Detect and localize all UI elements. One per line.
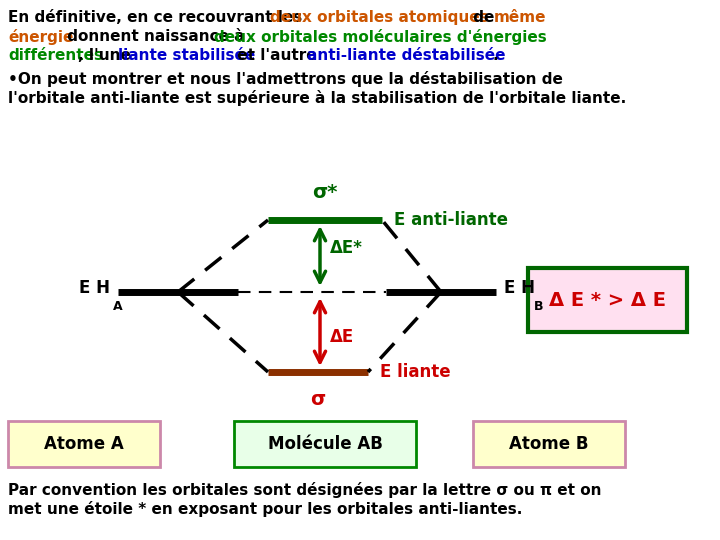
Text: de: de <box>468 10 500 25</box>
Text: Atome A: Atome A <box>44 435 124 453</box>
Text: deux orbitales moléculaires d'énergies: deux orbitales moléculaires d'énergies <box>214 29 546 45</box>
Text: l'orbitale anti-liante est supérieure à la stabilisation de l'orbitale liante.: l'orbitale anti-liante est supérieure à … <box>8 90 626 106</box>
Text: , l'une: , l'une <box>78 48 136 63</box>
Text: E H: E H <box>504 279 535 297</box>
Text: deux orbitales atomiques: deux orbitales atomiques <box>270 10 489 25</box>
Text: énergie: énergie <box>8 29 73 45</box>
FancyBboxPatch shape <box>8 421 160 467</box>
Text: ΔE: ΔE <box>330 328 354 346</box>
Text: .: . <box>493 48 499 63</box>
Text: E H: E H <box>79 279 110 297</box>
Text: Molécule AB: Molécule AB <box>268 435 382 453</box>
Text: liante stabilisée: liante stabilisée <box>118 48 256 63</box>
Text: ΔE*: ΔE* <box>330 239 363 257</box>
FancyBboxPatch shape <box>473 421 625 467</box>
FancyBboxPatch shape <box>234 421 416 467</box>
Text: σ*: σ* <box>312 183 338 202</box>
Text: E liante: E liante <box>380 363 451 381</box>
Text: et l'autre: et l'autre <box>232 48 322 63</box>
Text: Δ E * > Δ E: Δ E * > Δ E <box>549 291 666 309</box>
Text: met une étoile * en exposant pour les orbitales anti-liantes.: met une étoile * en exposant pour les or… <box>8 501 523 517</box>
Text: différentes: différentes <box>8 48 103 63</box>
Text: Atome B: Atome B <box>509 435 589 453</box>
Text: En définitive, en ce recouvrant les: En définitive, en ce recouvrant les <box>8 10 307 25</box>
Text: même: même <box>494 10 546 25</box>
Text: •On peut montrer et nous l'admettrons que la déstabilisation de: •On peut montrer et nous l'admettrons qu… <box>8 71 563 87</box>
Text: A: A <box>113 300 122 313</box>
Text: E anti-liante: E anti-liante <box>394 211 508 229</box>
Text: B: B <box>534 300 544 313</box>
Text: donnent naissance à: donnent naissance à <box>62 29 250 44</box>
Text: Par convention les orbitales sont désignées par la lettre σ ou π et on: Par convention les orbitales sont désign… <box>8 482 601 498</box>
FancyBboxPatch shape <box>528 268 687 332</box>
Text: σ: σ <box>310 390 325 409</box>
Text: anti-liante déstabilisée: anti-liante déstabilisée <box>307 48 505 63</box>
